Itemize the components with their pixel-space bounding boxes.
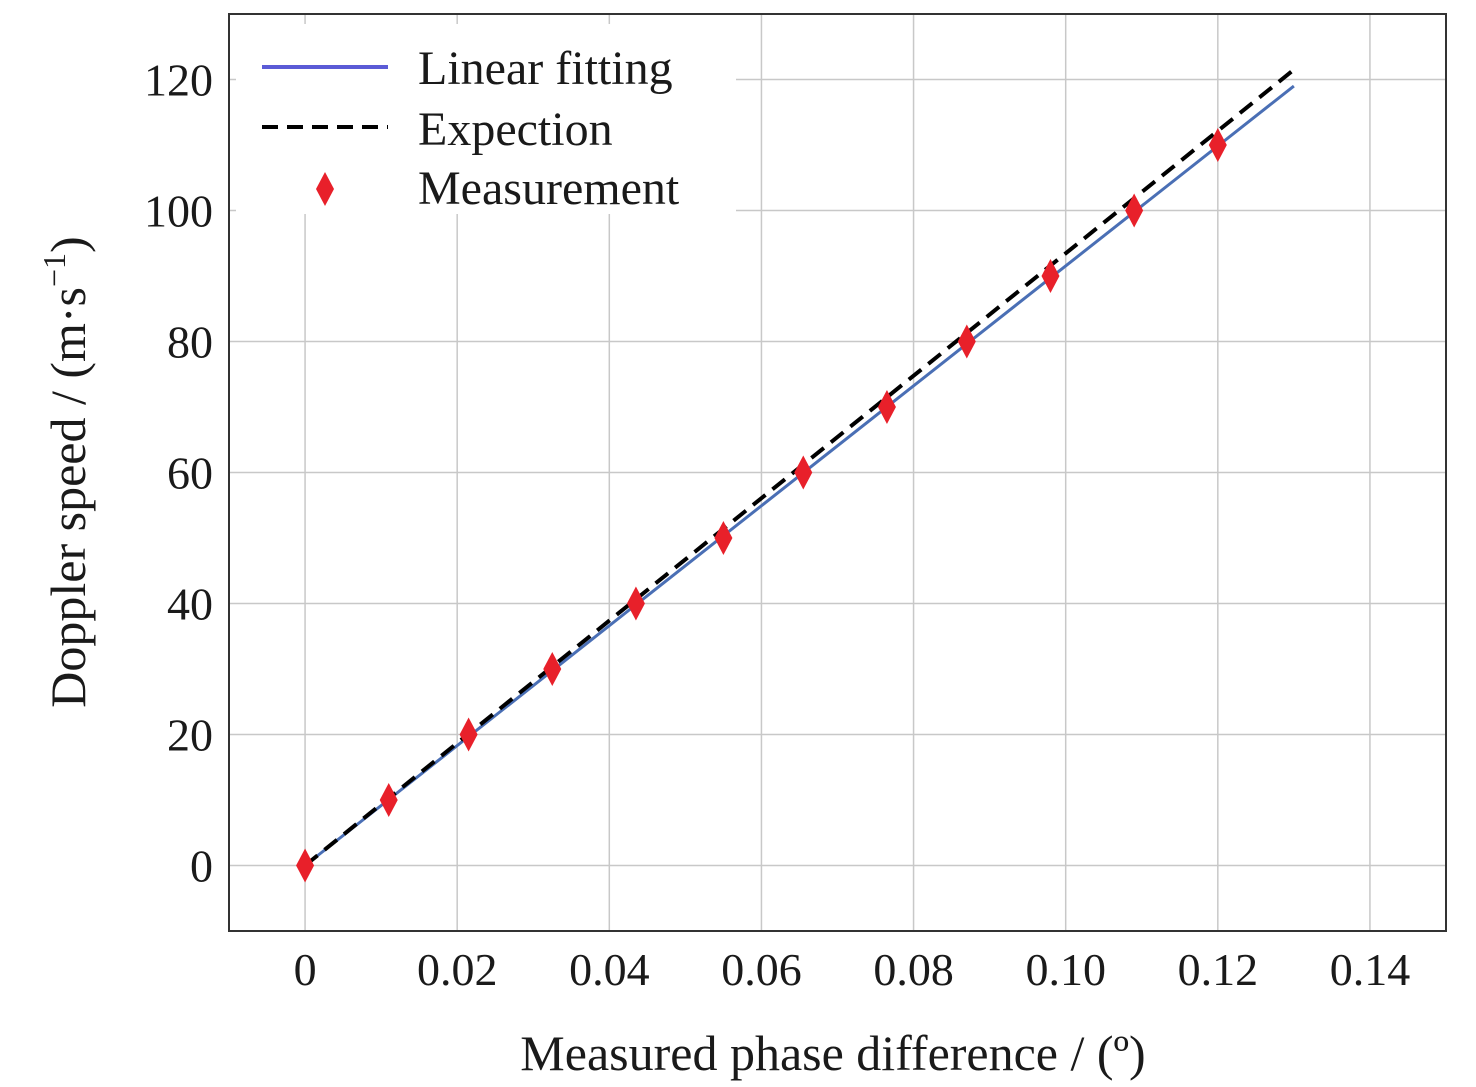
x-tick-label-2: 0.04 xyxy=(569,944,650,995)
y-tick-label-5: 100 xyxy=(144,186,213,237)
x-tick-label-7: 0.14 xyxy=(1330,944,1411,995)
measurement-point-10 xyxy=(1125,193,1144,228)
legend-label-expection: Expection xyxy=(418,103,613,156)
plot-frame xyxy=(228,13,1447,932)
measurement-point-7 xyxy=(877,390,896,424)
measurement-point-2 xyxy=(459,717,478,752)
measurement-point-6 xyxy=(794,455,813,490)
measurement-point-9 xyxy=(1041,259,1060,293)
x-tick-label-4: 0.08 xyxy=(873,944,954,995)
measurement-point-11 xyxy=(1208,128,1227,162)
y-tick-label-6: 120 xyxy=(144,55,213,106)
x-tick-label-6: 0.12 xyxy=(1178,944,1259,995)
measurement-point-8 xyxy=(957,324,976,359)
y-axis-ticks: 0 20 40 60 80 100 120 xyxy=(144,55,213,892)
y-axis-title: Doppler speed / (m·s−1) xyxy=(36,236,96,707)
x-axis-ticks: 0 0.02 0.04 0.06 0.08 0.10 0.12 0.14 xyxy=(294,944,1411,995)
legend-swatch-measurement xyxy=(316,172,334,206)
x-tick-label-3: 0.06 xyxy=(721,944,802,995)
legend-box xyxy=(236,24,736,214)
series-layer xyxy=(296,68,1296,883)
measurement-point-0 xyxy=(296,848,315,883)
x-tick-label-5: 0.10 xyxy=(1025,944,1106,995)
measurement-point-3 xyxy=(543,652,562,686)
y-tick-label-4: 80 xyxy=(167,317,213,368)
y-axis-title-superscript: −1 xyxy=(36,253,72,287)
legend-label-measurement: Measurement xyxy=(418,162,680,215)
measurement-point-1 xyxy=(379,783,398,817)
x-axis-title: Measured phase difference / (º) xyxy=(520,1025,1145,1081)
x-tick-label-1: 0.02 xyxy=(417,944,498,995)
legend: Linear fitting Expection Measurement xyxy=(236,24,736,215)
y-tick-label-1: 20 xyxy=(167,710,213,761)
legend-label-linear-fitting: Linear fitting xyxy=(418,42,673,95)
y-tick-label-0: 0 xyxy=(190,841,213,892)
x-tick-label-0: 0 xyxy=(294,944,317,995)
y-axis-title-close: ) xyxy=(40,236,96,253)
y-tick-label-3: 60 xyxy=(167,448,213,499)
measurement-point-5 xyxy=(714,521,733,555)
y-tick-label-2: 40 xyxy=(167,579,213,630)
measurement-point-4 xyxy=(626,586,645,621)
y-axis-title-main: Doppler speed / (m·s xyxy=(40,287,96,708)
